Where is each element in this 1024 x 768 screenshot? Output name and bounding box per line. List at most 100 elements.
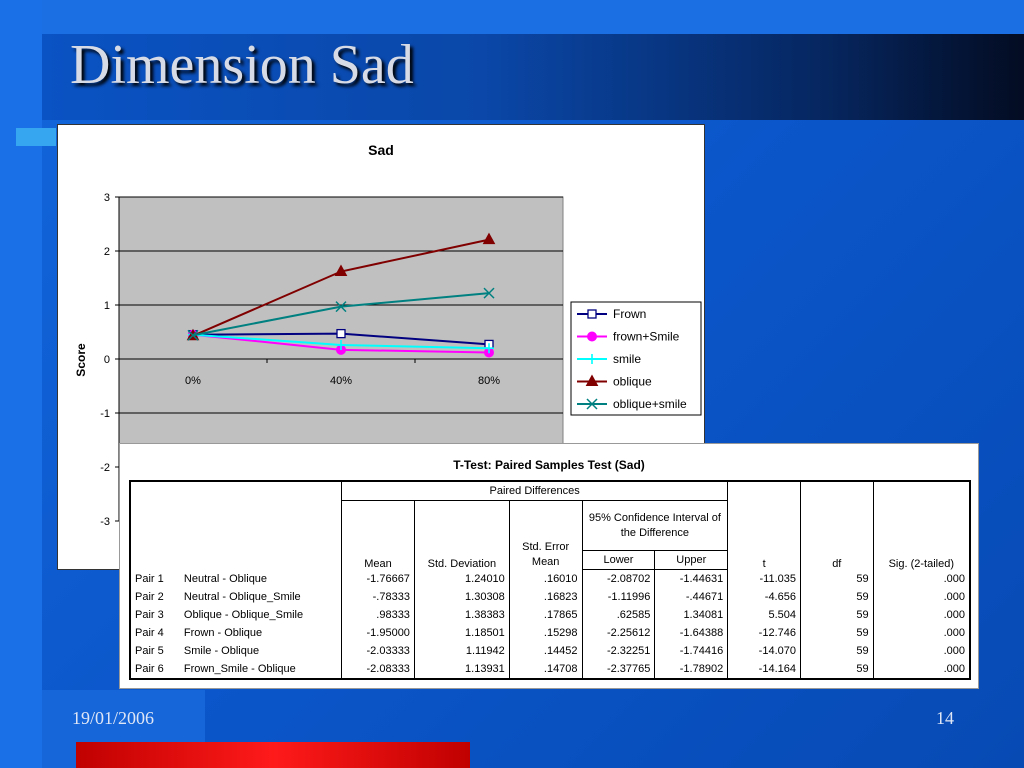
accent-bar — [16, 128, 56, 146]
pair-cell: Pair 1 — [129, 569, 180, 588]
t-cell: -4.656 — [727, 588, 801, 606]
std-dev-cell: 1.30308 — [413, 588, 510, 606]
lower-cell: .62585 — [581, 606, 655, 624]
header-corner — [129, 480, 342, 570]
df-cell: 59 — [799, 660, 874, 680]
sig-cell: .000 — [872, 588, 971, 606]
ttest-table: Paired Differences t df Sig. (2-tailed) … — [129, 480, 971, 680]
sig-header: Sig. (2-tailed) — [872, 480, 971, 570]
x-tick-label: 40% — [330, 375, 352, 387]
pair-label-cell: Neutral - Oblique_Smile — [183, 591, 301, 603]
std-dev-cell: 1.11942 — [413, 642, 510, 660]
data-point — [336, 328, 346, 339]
legend-label: smile — [613, 352, 641, 366]
sig-cell: .000 — [872, 642, 971, 660]
df-cell: 59 — [799, 569, 874, 588]
pair-cell: Pair 6 — [129, 660, 180, 680]
lower-cell: -2.32251 — [581, 642, 655, 660]
legend-label: Frown — [613, 307, 646, 321]
y-tick-label: 3 — [104, 192, 110, 204]
lower-cell: -1.11996 — [581, 588, 655, 606]
data-point — [482, 232, 496, 245]
data-point — [187, 329, 199, 341]
y-tick-label: -3 — [100, 516, 110, 528]
legend-label: frown+Smile — [613, 330, 680, 344]
pair-label-cell: Oblique - Oblique_Smile — [183, 609, 304, 621]
x-tick-label: 0% — [185, 375, 201, 387]
t-cell: -11.035 — [727, 569, 801, 588]
legend-marker — [587, 309, 597, 319]
pair-cell: Pair 4 — [129, 624, 180, 642]
pair-label-cell: Neutral - Oblique — [183, 572, 268, 585]
std-dev-cell: 1.13931 — [413, 660, 510, 680]
std-err-header: Std. Error Mean — [508, 500, 583, 570]
df-cell: 59 — [799, 588, 874, 606]
y-tick-label: 2 — [104, 246, 110, 258]
df-header: df — [799, 480, 874, 570]
df-cell: 59 — [799, 624, 874, 642]
table-row: Pair 5 Smile - Oblique -2.03333 1.11942.144… — [129, 642, 971, 660]
upper-cell: -1.44631 — [654, 569, 728, 588]
pair-label-cell: Frown - Oblique — [183, 627, 263, 639]
y-tick-label: -1 — [100, 408, 110, 420]
y-tick-label: 1 — [104, 300, 110, 312]
pair-label-cell: Frown_Smile - Oblique — [179, 660, 342, 680]
mean-cell: -1.95000 — [341, 624, 415, 642]
pair-cell: Pair 5 — [129, 642, 180, 660]
data-point — [334, 264, 348, 277]
ttest-panel: T-Test: Paired Samples Test (Sad) Paired… — [119, 443, 979, 689]
upper-cell: -.44671 — [654, 588, 728, 606]
sig-cell: .000 — [872, 569, 971, 588]
table-row: Pair 3 Oblique - Oblique_Smile .98333 1.383… — [129, 606, 971, 624]
table-row: Pair 6 Frown_Smile - Oblique -2.08333 1.139… — [129, 660, 971, 680]
mean-header: Mean — [341, 500, 415, 570]
data-point — [483, 287, 495, 299]
y-tick-label: -2 — [100, 462, 110, 474]
std-err-cell: .14452 — [508, 642, 583, 660]
t-cell: 5.504 — [727, 606, 801, 624]
table-row: Pair 2 Neutral - Oblique_Smile -.78333 1.30… — [129, 588, 971, 606]
sig-cell: .000 — [872, 660, 971, 680]
t-cell: -12.746 — [727, 624, 801, 642]
lower-cell: -2.37765 — [581, 660, 655, 680]
y-axis-label: Score — [74, 343, 88, 377]
legend-marker — [586, 398, 598, 410]
data-point — [336, 339, 346, 350]
df-cell: 59 — [799, 642, 874, 660]
upper-cell: -1.74416 — [654, 642, 728, 660]
x-tick-label: 80% — [478, 375, 500, 387]
mean-cell: -2.08333 — [341, 660, 415, 680]
lower-header: Lower — [581, 550, 655, 570]
table-row: Pair 1 Neutral - Oblique -1.76667 1.24010.1… — [129, 569, 971, 588]
mean-cell: -.78333 — [341, 588, 415, 606]
pair-label-cell: Smile - Oblique — [183, 645, 260, 657]
top-decor-strip — [0, 0, 1024, 34]
mean-cell: .98333 — [341, 606, 415, 624]
std-err-cell: .17865 — [508, 606, 583, 624]
df-cell: 59 — [799, 606, 874, 624]
std-err-cell: .14708 — [508, 660, 583, 680]
page-number: 14 — [936, 708, 954, 728]
y-tick-label: 0 — [104, 354, 110, 366]
std-err-cell: .16010 — [508, 569, 583, 588]
mean-cell: -1.76667 — [341, 569, 415, 588]
std-dev-cell: 1.24010 — [413, 569, 510, 588]
pair-cell: Pair 3 — [129, 606, 180, 624]
pair-cell: Pair 2 — [129, 588, 180, 606]
legend-marker — [587, 331, 597, 342]
lower-cell: -2.08702 — [581, 569, 655, 588]
upper-cell: -1.78902 — [654, 660, 728, 680]
table-row: Pair 4 Frown - Oblique -1.95000 1.18501.152… — [129, 624, 971, 642]
std-err-cell: .16823 — [508, 588, 583, 606]
t-cell: -14.164 — [727, 660, 801, 680]
title-band — [42, 34, 1024, 120]
red-footer-bar — [76, 742, 470, 768]
upper-cell: -1.64388 — [654, 624, 728, 642]
sig-cell: .000 — [872, 606, 971, 624]
legend-label: oblique — [613, 375, 652, 389]
lower-cell: -2.25612 — [581, 624, 655, 642]
t-cell: -14.070 — [727, 642, 801, 660]
ci-header: 95% Confidence Interval of the Differenc… — [581, 500, 728, 551]
legend-marker — [585, 374, 599, 386]
std-err-cell: .15298 — [508, 624, 583, 642]
